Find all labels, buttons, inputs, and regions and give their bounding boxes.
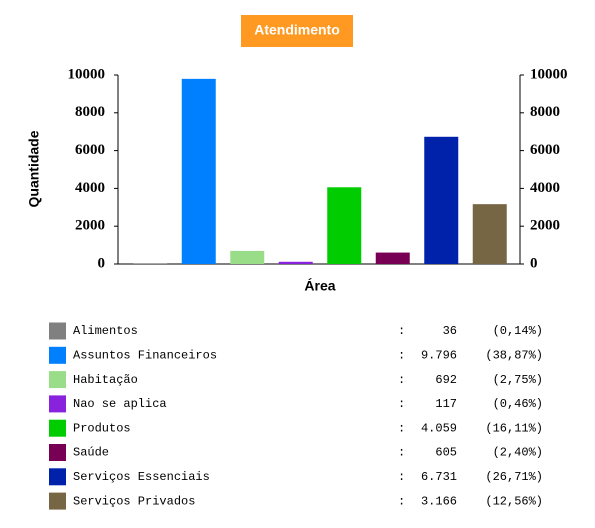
- legend-label: Habitação: [73, 373, 138, 387]
- legend-percent: (12,56%): [485, 494, 543, 508]
- legend-label: Serviços Privados: [73, 494, 195, 508]
- legend-percent: (0,46%): [493, 397, 543, 411]
- legend-percent: (2,40%): [493, 446, 543, 460]
- legend-value: 692: [435, 373, 457, 387]
- legend-swatch: [49, 371, 66, 389]
- y-tick-label: 4000: [75, 180, 105, 196]
- bar: [181, 78, 216, 265]
- legend-label: Serviços Essenciais: [73, 470, 210, 484]
- legend-swatch: [49, 322, 66, 340]
- legend-separator: :: [398, 397, 405, 411]
- legend-value: 6.731: [421, 470, 457, 484]
- legend-label: Saúde: [73, 446, 109, 460]
- bar: [472, 204, 507, 264]
- legend-value: 605: [435, 446, 457, 460]
- bar: [375, 252, 410, 264]
- y2-tick-label: 8000: [530, 104, 560, 120]
- legend-value: 9.796: [421, 348, 457, 362]
- legend-value: 4.059: [421, 421, 457, 435]
- legend-label: Produtos: [73, 421, 131, 435]
- legend-label: Assuntos Financeiros: [73, 348, 217, 362]
- legend-separator: :: [398, 373, 405, 387]
- legend-separator: :: [398, 324, 405, 338]
- legend-value: 3.166: [421, 494, 457, 508]
- bar: [327, 187, 362, 264]
- x-axis-label: Área: [304, 278, 335, 294]
- legend-percent: (16,11%): [485, 421, 543, 435]
- legend-value: 117: [435, 397, 457, 411]
- legend-swatch: [49, 492, 66, 510]
- legend-separator: :: [398, 348, 405, 362]
- y2-tick-label: 2000: [530, 218, 560, 234]
- legend-separator: :: [398, 470, 405, 484]
- legend-swatch: [49, 346, 66, 364]
- legend-percent: (38,87%): [485, 348, 543, 362]
- legend-percent: (26,71%): [485, 470, 543, 484]
- chart-title: Atendimento: [254, 22, 340, 38]
- legend-value: 36: [443, 324, 457, 338]
- legend-swatch: [49, 419, 66, 437]
- y-tick-label: 10000: [68, 66, 106, 82]
- bar: [133, 263, 168, 264]
- legend-label: Nao se aplica: [73, 397, 167, 411]
- title-box: [241, 15, 353, 47]
- y2-tick-label: 0: [530, 255, 538, 271]
- y2-tick-label: 10000: [530, 66, 568, 82]
- legend-percent: (2,75%): [493, 373, 543, 387]
- legend-swatch: [49, 395, 66, 413]
- y-tick-label: 6000: [75, 142, 105, 158]
- legend-label: Alimentos: [73, 324, 138, 338]
- bar: [424, 136, 459, 264]
- y-tick-label: 8000: [75, 104, 105, 120]
- legend-separator: :: [398, 421, 405, 435]
- legend-separator: :: [398, 446, 405, 460]
- legend-percent: (0,14%): [493, 324, 543, 338]
- legend-separator: :: [398, 494, 405, 508]
- legend-swatch: [49, 444, 66, 461]
- bar: [230, 250, 265, 264]
- y-tick-label: 0: [98, 255, 106, 271]
- y-tick-label: 2000: [75, 218, 105, 234]
- y2-tick-label: 6000: [530, 142, 560, 158]
- y-axis-label: Quantidade: [26, 130, 42, 207]
- y2-tick-label: 4000: [530, 180, 560, 196]
- legend-swatch: [49, 468, 66, 486]
- bar: [278, 261, 313, 264]
